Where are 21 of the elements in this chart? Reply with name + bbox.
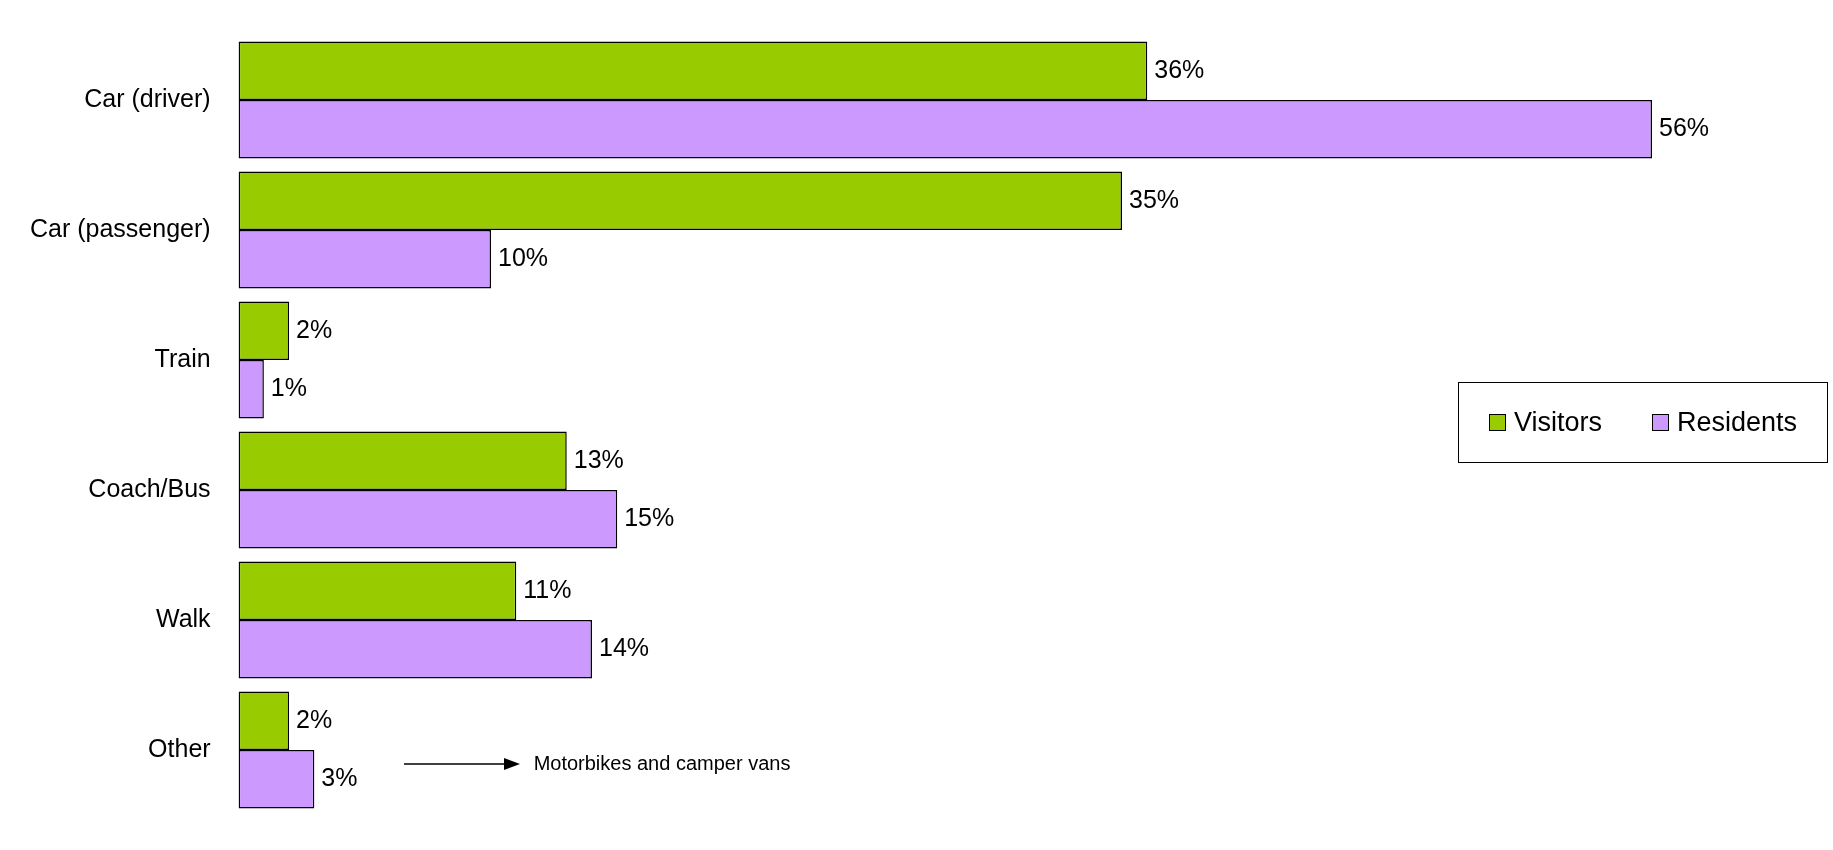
y-tick-label: Car (passenger) [29,213,211,242]
y-tick-label: Train [154,343,211,372]
data-label: 14% [598,633,650,662]
data-label: 2% [296,704,333,733]
data-label: 13% [573,444,624,473]
data-label: 56% [1659,113,1710,142]
data-label: 36% [1154,54,1205,83]
data-label: 10% [498,243,549,272]
legend-label: Visitors [1513,407,1602,438]
y-tick-label: Other [148,733,211,762]
y-tick-label: Car (driver) [84,83,211,112]
data-label: 2% [296,314,333,343]
legend-label: Residents [1676,407,1797,438]
data-label: 1% [270,373,308,402]
data-label: 11% [523,574,572,603]
data-label: 35% [1129,184,1180,213]
y-tick-label: Coach/Bus [88,473,211,502]
data-label: 3% [321,763,358,792]
y-tick-label: Walk [155,603,212,632]
data-label: 15% [624,503,675,532]
annotation: Motorbikes and camper vans [533,751,791,774]
